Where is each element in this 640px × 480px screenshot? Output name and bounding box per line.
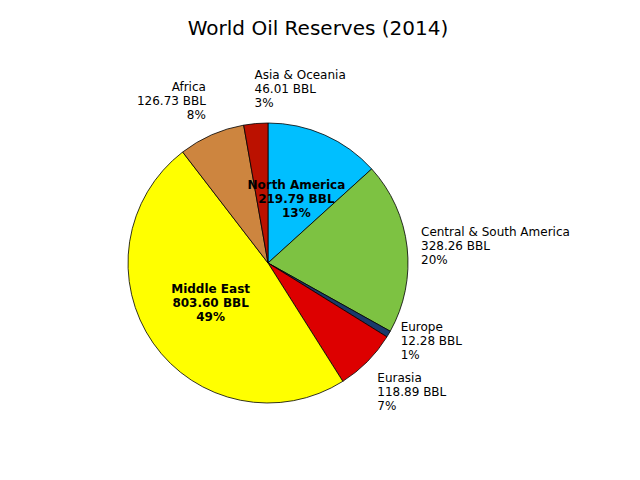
svg-text:Asia & Oceania46.01 BBL3%: Asia & Oceania46.01 BBL3% bbox=[255, 68, 346, 110]
svg-text:Eurasia118.89 BBL7%: Eurasia118.89 BBL7% bbox=[377, 371, 446, 413]
html-text:World Oil Reserves (2014): World Oil Reserves (2014) bbox=[187, 16, 449, 40]
svg-text:Africa126.73 BBL8%: Africa126.73 BBL8% bbox=[137, 80, 206, 122]
svg-text:North America219.79 BBL13%: North America219.79 BBL13% bbox=[247, 178, 345, 220]
svg-text:Middle East803.60 BBL49%: Middle East803.60 BBL49% bbox=[171, 282, 250, 324]
svg-text:Central & South America328.26: Central & South America328.26 BBL20% bbox=[421, 225, 570, 267]
svg-text:Europe12.28 BBL1%: Europe12.28 BBL1% bbox=[401, 320, 463, 362]
